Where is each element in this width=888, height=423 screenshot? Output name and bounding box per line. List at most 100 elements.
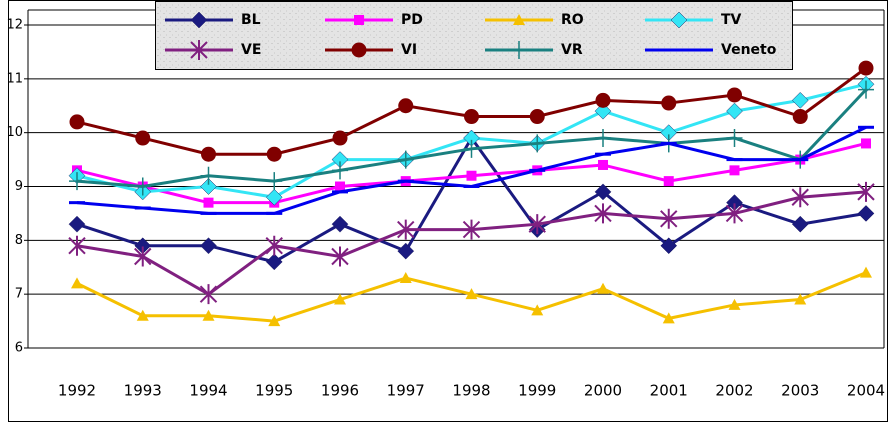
- x-tick-label: 1997: [387, 382, 425, 400]
- marker: [792, 109, 808, 125]
- marker: [465, 288, 478, 300]
- y-tick-label: 10: [6, 125, 23, 140]
- marker: [725, 203, 744, 224]
- marker: [466, 170, 477, 181]
- legend: BL PD RO TV VE VI VR Veneto: [155, 1, 793, 70]
- marker: [354, 15, 364, 25]
- marker: [200, 237, 217, 255]
- x-tick-label: 2004: [847, 382, 885, 400]
- y-tick-label: 7: [15, 287, 23, 302]
- x-tick-label: 2003: [781, 382, 819, 400]
- marker: [265, 235, 283, 256]
- marker: [661, 95, 677, 111]
- marker: [663, 176, 674, 187]
- marker: [203, 197, 214, 208]
- marker: [398, 98, 414, 114]
- legend-label: RO: [561, 12, 584, 28]
- y-tick-label: 8: [15, 233, 23, 248]
- marker: [594, 102, 612, 120]
- marker: [199, 284, 218, 305]
- marker: [332, 161, 348, 180]
- y-tick-label: 6: [15, 341, 23, 356]
- marker: [331, 215, 349, 233]
- legend-label: PD: [401, 12, 423, 28]
- legend-label: VE: [241, 42, 261, 58]
- marker: [134, 177, 151, 196]
- legend-box: [155, 1, 793, 70]
- marker: [397, 219, 415, 240]
- marker: [135, 130, 151, 146]
- marker: [598, 159, 608, 170]
- marker: [529, 134, 546, 153]
- marker: [513, 14, 525, 25]
- marker: [857, 205, 875, 222]
- marker: [791, 92, 809, 109]
- y-tick-label: 9: [15, 179, 23, 194]
- marker: [266, 146, 282, 162]
- marker: [794, 293, 807, 305]
- marker: [397, 242, 415, 260]
- marker: [728, 298, 741, 310]
- marker: [727, 87, 742, 103]
- marker: [594, 203, 612, 224]
- legend-label: Veneto: [721, 42, 777, 58]
- marker: [266, 172, 283, 191]
- marker: [68, 235, 86, 256]
- x-tick-label: 2001: [650, 382, 688, 400]
- x-tick-label: 1999: [518, 382, 556, 400]
- marker: [134, 246, 152, 267]
- marker: [136, 309, 149, 321]
- marker: [857, 181, 875, 202]
- legend-label: VR: [561, 42, 583, 58]
- marker: [464, 109, 479, 125]
- y-tick-label: 12: [6, 18, 23, 33]
- marker: [200, 178, 217, 195]
- marker: [331, 246, 349, 267]
- marker: [511, 41, 527, 59]
- y-tick-label: 11: [6, 71, 23, 86]
- legend-label: BL: [241, 12, 261, 28]
- marker: [595, 92, 611, 108]
- marker: [463, 139, 480, 158]
- marker: [726, 102, 743, 120]
- marker: [462, 219, 481, 240]
- x-tick-label: 1995: [255, 382, 293, 400]
- marker: [670, 11, 688, 29]
- marker: [861, 138, 871, 149]
- marker: [265, 188, 283, 206]
- marker: [860, 266, 872, 278]
- marker: [190, 40, 208, 60]
- marker: [660, 237, 678, 255]
- x-tick-label: 2002: [715, 382, 753, 400]
- x-tick-label: 1994: [189, 382, 227, 400]
- x-tick-label: 1993: [124, 382, 162, 400]
- x-tick-label: 1992: [58, 382, 96, 400]
- marker: [332, 130, 348, 146]
- marker: [858, 60, 874, 76]
- marker: [528, 214, 546, 235]
- marker: [858, 80, 874, 99]
- x-tick-label: 1996: [321, 382, 359, 400]
- marker: [729, 165, 740, 176]
- marker: [268, 315, 281, 327]
- marker: [597, 282, 609, 294]
- marker: [791, 187, 809, 208]
- marker: [335, 181, 345, 192]
- x-tick-label: 1998: [452, 382, 490, 400]
- marker: [531, 304, 544, 316]
- marker: [726, 129, 743, 148]
- marker: [351, 42, 367, 58]
- marker: [529, 109, 545, 125]
- marker: [265, 253, 283, 271]
- marker: [594, 183, 612, 201]
- marker: [202, 309, 215, 321]
- marker: [69, 172, 85, 191]
- marker: [595, 129, 611, 148]
- marker: [201, 146, 216, 162]
- marker: [662, 312, 675, 324]
- marker: [71, 277, 83, 289]
- marker: [200, 166, 217, 185]
- x-tick-label: 2000: [584, 382, 622, 400]
- marker: [334, 293, 346, 305]
